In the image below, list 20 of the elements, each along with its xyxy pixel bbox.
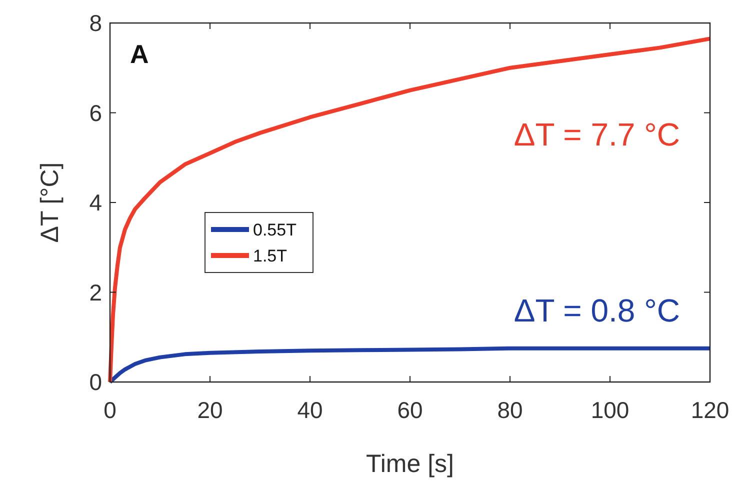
y-tick-label: 4 xyxy=(89,190,102,216)
y-tick-label: 0 xyxy=(89,369,102,396)
x-tick-label: 20 xyxy=(197,397,223,423)
y-tick-label: 8 xyxy=(89,10,102,36)
annotation: ΔT = 7.7 °C xyxy=(514,116,680,152)
annotation: A xyxy=(130,39,149,69)
x-tick-label: 100 xyxy=(590,397,630,423)
y-tick-label: 6 xyxy=(89,100,102,126)
x-tick-label: 120 xyxy=(690,397,730,423)
legend-label: 0.55T xyxy=(253,220,296,240)
line-series xyxy=(108,36,712,384)
x-tick-label: 60 xyxy=(397,397,423,423)
line-series xyxy=(108,346,712,384)
x-axis-title: Time [s] xyxy=(366,450,454,478)
y-axis-title: ΔT [°C] xyxy=(36,162,64,243)
x-tick-label: 40 xyxy=(297,397,323,423)
y-tick-label: 2 xyxy=(89,279,102,306)
x-tick-label: 80 xyxy=(497,397,523,423)
annotation: ΔT = 0.8 °C xyxy=(514,292,680,328)
legend-label: 1.5T xyxy=(253,246,288,266)
